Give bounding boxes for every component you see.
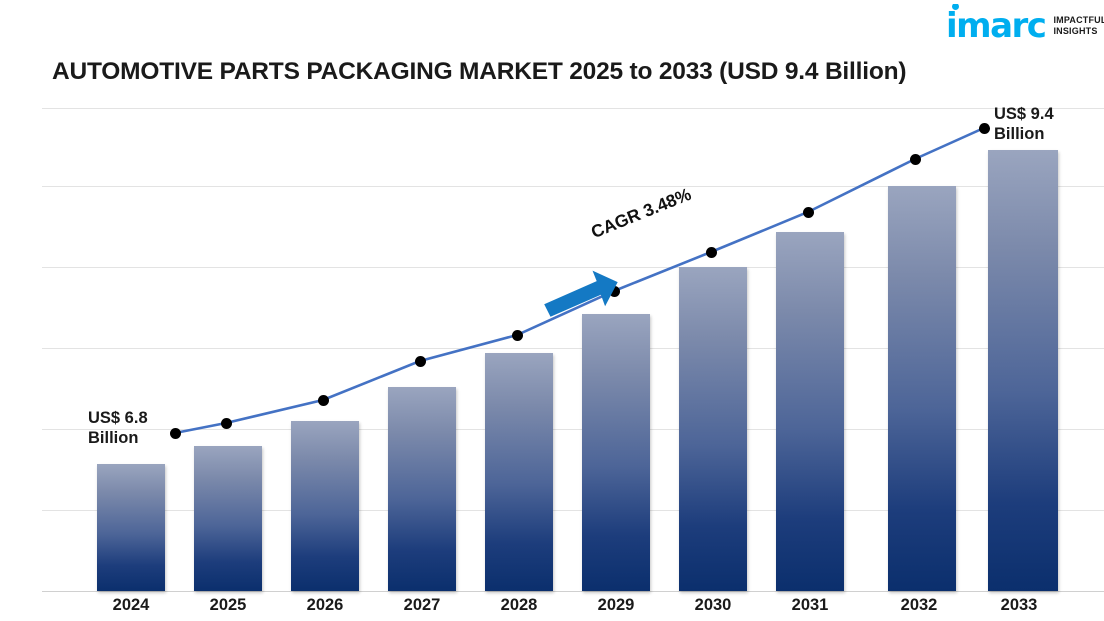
x-axis-label-2032: 2032 xyxy=(900,596,938,614)
bar-2027[interactable] xyxy=(388,387,456,591)
bar-2025[interactable] xyxy=(194,446,262,591)
data-point-2031[interactable] xyxy=(803,207,814,218)
start-value-callout: US$ 6.8 Billion xyxy=(88,408,148,448)
imarc-logo: imarc IMPACTFUL INSIGHTS xyxy=(940,4,1104,48)
gridline xyxy=(42,108,1104,109)
x-axis-label-2024: 2024 xyxy=(112,596,150,614)
trend-line xyxy=(174,126,985,435)
bar-2028[interactable] xyxy=(485,353,553,591)
x-axis-line xyxy=(42,591,1104,592)
logo-tagline: IMPACTFUL INSIGHTS xyxy=(1053,15,1104,37)
data-point-2025[interactable] xyxy=(221,418,232,429)
end-value-callout: US$ 9.4 Billion xyxy=(994,104,1054,144)
data-point-2033[interactable] xyxy=(979,123,990,134)
logo-dot-icon xyxy=(952,4,959,10)
bar-2033[interactable] xyxy=(988,150,1058,591)
end-value-line-1: US$ 9.4 xyxy=(994,105,1054,123)
x-axis-label-2025: 2025 xyxy=(209,596,247,614)
bar-2031[interactable] xyxy=(776,232,844,591)
bar-2026[interactable] xyxy=(291,421,359,591)
start-value-line-1: US$ 6.8 xyxy=(88,409,148,427)
x-axis-label-2031: 2031 xyxy=(791,596,829,614)
logo-tagline-line-2: INSIGHTS xyxy=(1053,26,1098,36)
bar-2032[interactable] xyxy=(888,186,956,591)
bar-2024[interactable] xyxy=(97,464,165,591)
end-value-line-2: Billion xyxy=(994,125,1045,143)
data-point-2030[interactable] xyxy=(706,247,717,258)
start-value-line-2: Billion xyxy=(88,429,139,447)
bar-2030[interactable] xyxy=(679,267,747,591)
data-point-2027[interactable] xyxy=(415,356,426,367)
cagr-label: CAGR 3.48% xyxy=(588,183,694,243)
gridline xyxy=(42,510,1104,511)
logo-wordmark: imarc xyxy=(940,4,1047,46)
x-axis-label-2027: 2027 xyxy=(403,596,441,614)
x-axis-label-2029: 2029 xyxy=(597,596,635,614)
x-axis-label-2030: 2030 xyxy=(694,596,732,614)
logo-tagline-line-1: IMPACTFUL xyxy=(1053,15,1104,25)
logo-wordmark-text: imarc xyxy=(946,6,1047,46)
bar-2029[interactable] xyxy=(582,314,650,591)
data-point-2024[interactable] xyxy=(170,428,181,439)
data-point-2029[interactable] xyxy=(609,286,620,297)
cagr-arrow-shape xyxy=(544,270,618,317)
data-point-2026[interactable] xyxy=(318,395,329,406)
x-axis-label-2033: 2033 xyxy=(1000,596,1038,614)
data-point-2032[interactable] xyxy=(910,154,921,165)
x-axis-label-2028: 2028 xyxy=(500,596,538,614)
x-axis-label-2026: 2026 xyxy=(306,596,344,614)
page-title: AUTOMOTIVE PARTS PACKAGING MARKET 2025 t… xyxy=(52,58,907,85)
data-point-2028[interactable] xyxy=(512,330,523,341)
